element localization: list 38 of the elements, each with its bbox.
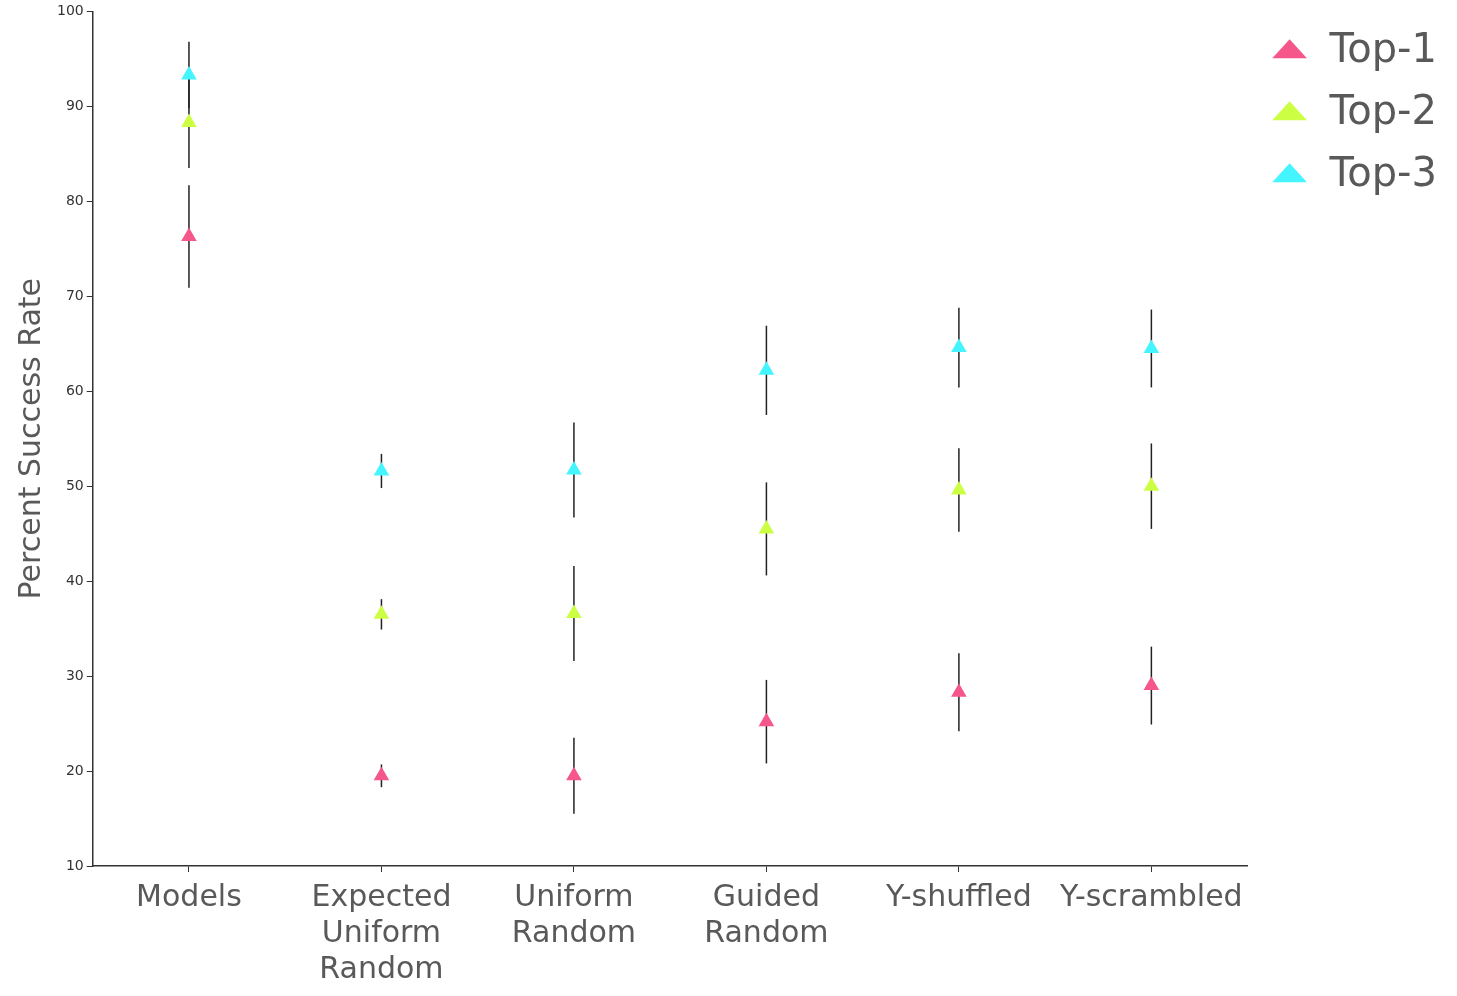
point — [951, 338, 967, 353]
y-tick-label: 100 — [56, 2, 84, 19]
point — [1143, 477, 1160, 491]
y-tick-label: 60 — [65, 381, 84, 398]
point — [181, 66, 197, 80]
y-axis-title: Percent Success Rate — [11, 277, 47, 600]
y-tick-label: 80 — [65, 191, 84, 208]
point — [181, 227, 197, 241]
x-tick-label: Y-scrambled — [1059, 877, 1243, 913]
point — [1143, 339, 1160, 353]
point — [758, 361, 775, 375]
legend-label: Top-2 — [1328, 87, 1438, 134]
y-tick-label: 70 — [65, 286, 84, 303]
point — [951, 683, 967, 697]
point — [758, 712, 775, 727]
point — [566, 461, 582, 475]
y-tick-label: 30 — [65, 666, 84, 683]
point — [373, 605, 390, 619]
x-tick-label: Uniform Random — [511, 877, 637, 949]
point — [1143, 676, 1160, 691]
x-tick-label: Guided Random — [704, 877, 829, 949]
point — [566, 604, 582, 618]
y-tick-label: 50 — [65, 476, 84, 493]
y-tick-label: 20 — [65, 761, 84, 778]
x-tick-label: Expected Uniform Random — [311, 877, 452, 985]
y-tick-label: 90 — [65, 97, 84, 113]
point — [373, 461, 390, 476]
legend-label: Top-3 — [1328, 149, 1438, 196]
point — [181, 113, 197, 127]
x-tick-label: Y-shuffled — [885, 877, 1032, 913]
legend-label: Top-1 — [1328, 25, 1438, 72]
x-tick-label: Models — [136, 877, 242, 913]
y-tick-label: 10 — [65, 856, 84, 873]
point — [758, 519, 775, 534]
point — [566, 766, 582, 781]
point — [373, 766, 390, 781]
y-tick-label: 40 — [65, 571, 84, 588]
point — [951, 480, 967, 495]
